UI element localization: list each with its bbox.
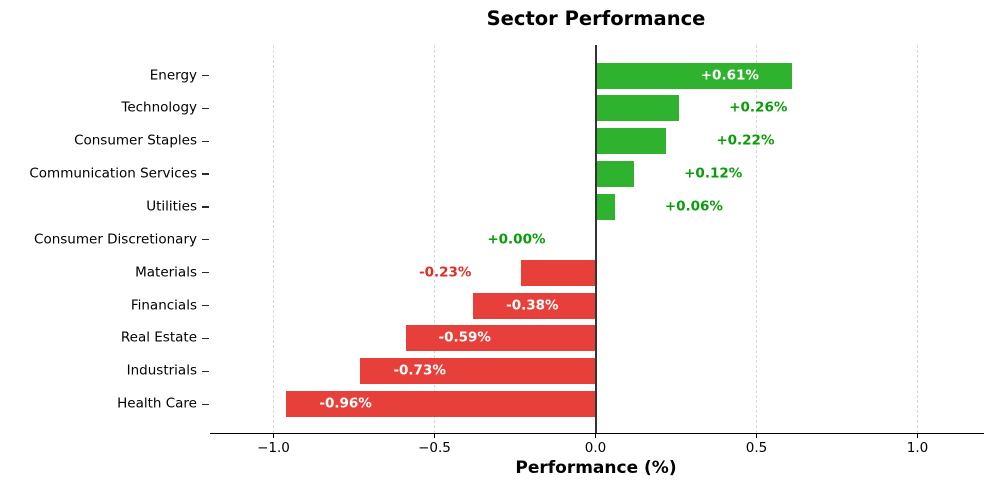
value-label-communication-services: +0.12%: [684, 165, 743, 182]
category-label-financials: Financials: [130, 297, 197, 314]
x-tick-mark-0: [272, 433, 275, 438]
value-label-financials: -0.38%: [506, 297, 559, 314]
gridline-0.5: [756, 45, 757, 433]
y-tick-utilities: [202, 206, 209, 208]
x-axis-line: [210, 433, 984, 435]
y-tick-energy: [202, 74, 209, 77]
value-label-health-care: -0.96%: [319, 395, 372, 412]
bar-financials: [473, 292, 596, 319]
x-tick-mark-1: [433, 433, 436, 438]
value-label-energy: +0.61%: [700, 67, 759, 84]
category-label-consumer-staples: Consumer Staples: [74, 132, 197, 149]
gridline-1.0: [917, 45, 918, 433]
category-label-industrials: Industrials: [126, 362, 197, 379]
category-label-utilities: Utilities: [146, 198, 197, 215]
category-label-communication-services: Communication Services: [29, 165, 197, 182]
x-tick-mark-3: [755, 433, 758, 438]
bar-industrials: [360, 358, 596, 385]
category-label-consumer-discretionary: Consumer Discretionary: [34, 231, 197, 248]
zero-line: [594, 45, 597, 433]
x-tick-label-2: 0.0: [584, 440, 607, 456]
x-tick-mark-2: [594, 433, 597, 438]
value-label-real-estate: -0.59%: [438, 330, 491, 347]
bar-health-care: [286, 391, 596, 418]
bar-consumer-staples: [595, 128, 667, 155]
y-tick-consumer-discretionary: [202, 239, 209, 241]
category-label-health-care: Health Care: [117, 395, 197, 412]
y-tick-consumer-staples: [202, 140, 209, 142]
x-tick-label-1: −0.5: [418, 440, 451, 456]
category-label-energy: Energy: [149, 67, 197, 84]
category-label-real-estate: Real Estate: [120, 330, 197, 347]
value-label-consumer-staples: +0.22%: [716, 132, 775, 149]
bar-utilities: [595, 193, 615, 220]
y-tick-materials: [202, 272, 209, 274]
x-tick-mark-4: [916, 433, 919, 438]
y-tick-health-care: [202, 403, 209, 405]
y-tick-technology: [202, 107, 209, 109]
bar-materials: [521, 259, 596, 286]
category-label-materials: Materials: [135, 264, 197, 281]
x-tick-label-4: 1.0: [906, 440, 929, 456]
gridline-1.0-neg: [273, 45, 274, 433]
y-tick-communication-services: [202, 173, 209, 175]
bar-technology: [595, 95, 680, 122]
value-label-utilities: +0.06%: [664, 198, 723, 215]
y-tick-financials: [202, 304, 209, 307]
x-tick-label-0: −1.0: [257, 440, 290, 456]
bar-communication-services: [595, 161, 635, 188]
value-label-materials: -0.23%: [418, 264, 472, 281]
x-tick-label-3: 0.5: [745, 440, 768, 456]
y-tick-real-estate: [202, 337, 209, 339]
category-label-technology: Technology: [121, 100, 197, 117]
value-label-consumer-discretionary: +0.00%: [487, 231, 546, 248]
bar-energy: [595, 62, 792, 89]
x-axis-label: Performance (%): [515, 458, 677, 478]
y-tick-industrials: [202, 370, 209, 372]
value-label-technology: +0.26%: [729, 100, 788, 117]
bar-real-estate: [405, 325, 596, 352]
gridline-0.5-neg: [434, 45, 435, 433]
value-label-industrials: -0.73%: [393, 362, 446, 379]
chart-title: Sector Performance: [486, 7, 706, 30]
